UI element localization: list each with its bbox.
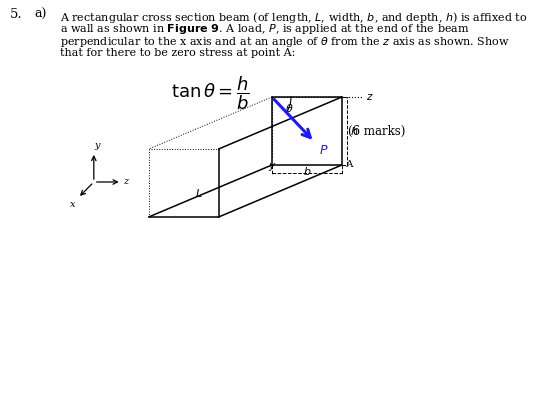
- Text: a): a): [34, 8, 47, 21]
- Text: y: y: [95, 141, 100, 150]
- Text: $y$: $y$: [267, 161, 276, 173]
- Text: $\tan \theta = \dfrac{h}{b}$: $\tan \theta = \dfrac{h}{b}$: [171, 74, 250, 112]
- Text: perpendicular to the x axis and at an angle of $\theta$ from the $z$ axis as sho: perpendicular to the x axis and at an an…: [61, 35, 510, 49]
- Text: $b$: $b$: [303, 165, 311, 177]
- Text: $\theta$: $\theta$: [285, 102, 294, 114]
- Text: $h$: $h$: [350, 125, 358, 137]
- Text: $P$: $P$: [318, 144, 328, 157]
- Text: 5.: 5.: [10, 8, 22, 21]
- Text: x: x: [70, 200, 76, 209]
- Text: z: z: [123, 178, 128, 186]
- Text: $L$: $L$: [195, 187, 202, 199]
- Text: A: A: [345, 160, 353, 169]
- Text: that for there to be zero stress at point A:: that for there to be zero stress at poin…: [61, 48, 296, 58]
- Text: (6 marks): (6 marks): [348, 125, 405, 138]
- Text: A rectangular cross section beam (of length, $L$, width, $b$, and depth, $h$) is: A rectangular cross section beam (of len…: [61, 10, 528, 25]
- Text: a wall as shown in $\mathbf{Figure\ 9}$. A load, $P$, is applied at the end of t: a wall as shown in $\mathbf{Figure\ 9}$.…: [61, 22, 470, 36]
- Text: $z$: $z$: [366, 92, 373, 102]
